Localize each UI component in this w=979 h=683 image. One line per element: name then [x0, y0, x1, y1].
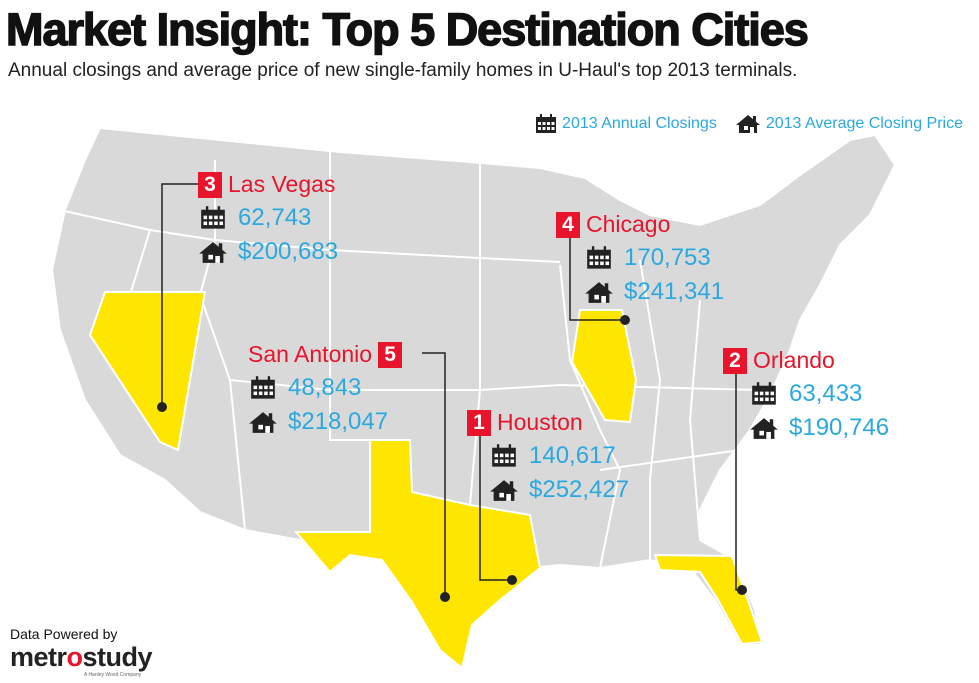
- callout-orlando: 2 Orlando 63,433 $190,746: [723, 347, 889, 442]
- calendar-icon: [536, 114, 557, 133]
- powered-by-text: Data Powered by: [10, 626, 118, 642]
- calendar-icon: [749, 382, 779, 406]
- page-title: Market Insight: Top 5 Destination Cities: [5, 3, 809, 56]
- calendar-icon: [198, 206, 228, 230]
- average-price: $200,683: [238, 238, 339, 265]
- marker-orlando[interactable]: [737, 585, 747, 595]
- calendar-icon: [489, 444, 519, 468]
- annual-closings: 140,617: [529, 442, 616, 469]
- us-outline: [50, 126, 897, 670]
- average-price: $218,047: [288, 408, 389, 435]
- house-icon: [248, 410, 278, 435]
- city-name: Las Vegas: [228, 171, 336, 197]
- house-icon: [489, 478, 519, 503]
- average-price: $190,746: [789, 414, 890, 441]
- house-icon: [198, 240, 228, 265]
- annual-closings: 170,753: [624, 244, 711, 271]
- rank-badge: 1: [467, 409, 491, 436]
- marker-san-antonio[interactable]: [440, 592, 450, 602]
- logo-power-o: o: [66, 642, 84, 672]
- logo-text-b: study: [82, 642, 153, 672]
- callout-houston: 1 Houston 140,617 $252,427: [467, 409, 629, 504]
- footer-credit: Data Powered by metrostudy A Hanley Wood…: [10, 626, 153, 678]
- legend: 2013 Annual Closings 2013 Average Closin…: [535, 114, 963, 134]
- house-icon: [584, 280, 614, 305]
- legend-price: 2013 Average Closing Price: [735, 114, 963, 134]
- annual-closings: 48,843: [288, 374, 362, 401]
- state-florida: [653, 553, 764, 646]
- leader-houston: [479, 436, 512, 581]
- metrostudy-logo: metrostudy: [10, 642, 153, 672]
- annual-closings: 62,743: [238, 204, 312, 231]
- leader-chicago: [569, 238, 625, 321]
- city-name: Chicago: [586, 211, 671, 237]
- leader-las-vegas: [161, 183, 198, 407]
- rank-badge: 3: [198, 171, 222, 198]
- calendar-icon: [248, 376, 278, 400]
- state-borders: [59, 152, 761, 569]
- legend-closings: 2013 Annual Closings: [535, 114, 717, 134]
- callout-las-vegas: 3 Las Vegas 62,743 $200,683: [198, 171, 338, 266]
- marker-chicago[interactable]: [620, 315, 630, 325]
- state-nevada: [88, 291, 207, 452]
- rank-badge: 5: [378, 341, 403, 368]
- marker-houston[interactable]: [507, 575, 517, 585]
- city-name: San Antonio: [248, 341, 373, 367]
- calendar-icon: [584, 246, 614, 270]
- average-price: $252,427: [529, 476, 630, 503]
- annual-closings: 63,433: [789, 380, 863, 407]
- city-name: Orlando: [753, 347, 835, 373]
- logo-text-a: metr: [10, 642, 67, 672]
- leader-san-antonio: [422, 352, 446, 597]
- house-icon: [749, 416, 779, 441]
- legend-price-label: 2013 Average Closing Price: [765, 115, 963, 132]
- average-price: $241,341: [624, 278, 725, 305]
- state-texas: [293, 439, 542, 670]
- callout-san-antonio: San Antonio 5 48,843 $218,047: [248, 341, 403, 436]
- page-subtitle: Annual closings and average price of new…: [8, 60, 798, 81]
- logo-tagline: A Hanley Wood Company: [84, 672, 142, 678]
- city-name: Houston: [497, 409, 583, 435]
- house-icon: [735, 115, 760, 133]
- marker-las-vegas[interactable]: [157, 402, 167, 412]
- state-illinois: [570, 309, 638, 424]
- callout-chicago: 4 Chicago 170,753 $241,341: [556, 211, 724, 306]
- rank-badge: 4: [556, 211, 580, 238]
- rank-badge: 2: [723, 347, 747, 374]
- legend-closings-label: 2013 Annual Closings: [562, 115, 717, 132]
